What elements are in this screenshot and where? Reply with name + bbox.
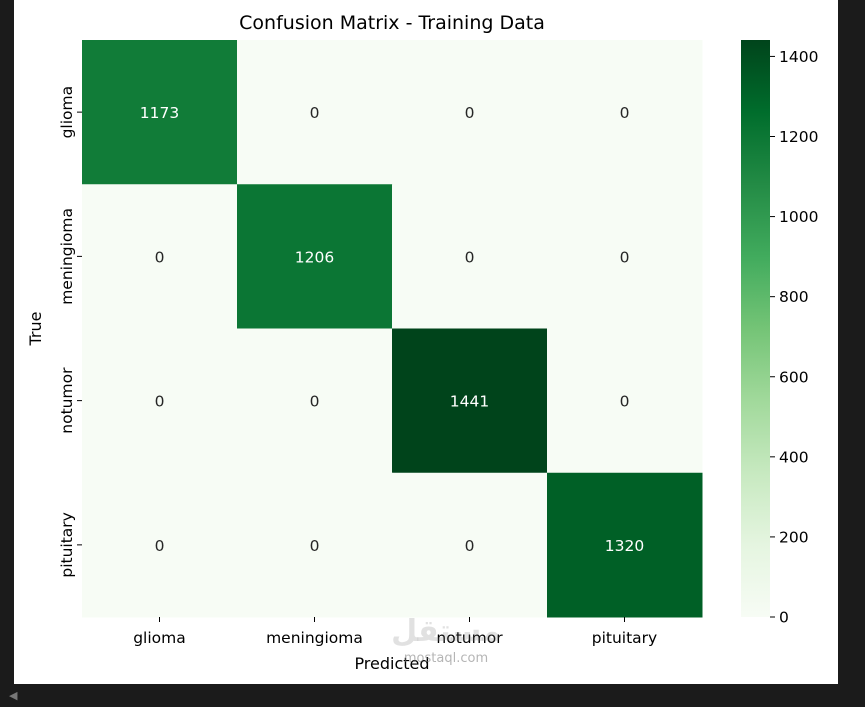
heatmap-cell: [82, 184, 238, 329]
y-tick-label: glioma: [58, 86, 76, 139]
heatmap-cell: [82, 40, 238, 185]
heatmap-cell: [392, 184, 548, 329]
colorbar-tick-label: 400: [779, 448, 809, 466]
cell-value-label: 0: [465, 248, 475, 266]
colorbar-tick-label: 1000: [779, 208, 818, 226]
chart-title: Confusion Matrix - Training Data: [239, 12, 545, 34]
x-tick-label: glioma: [133, 629, 186, 647]
heatmap-cell: [547, 328, 703, 474]
cell-value-label: 1320: [605, 537, 644, 555]
y-tick-label: notumor: [58, 367, 76, 434]
heatmap-cell: [547, 472, 703, 618]
colorbar: [741, 40, 770, 617]
cell-value-label: 1173: [140, 104, 179, 122]
heatmap-cell: [237, 40, 393, 185]
cell-value-label: 0: [310, 393, 320, 411]
heatmap-cell: [547, 184, 703, 329]
colorbar-tick-label: 0: [779, 609, 789, 627]
heatmap-cell: [392, 472, 548, 618]
colorbar-tick-label: 800: [779, 288, 809, 306]
heatmap-cell: [82, 472, 238, 618]
heatmap-cell: [547, 40, 703, 185]
x-tick-label: meningioma: [266, 629, 363, 647]
colorbar-tick-label: 600: [779, 368, 809, 386]
heatmap-cell: [392, 40, 548, 185]
cell-value-label: 0: [155, 393, 165, 411]
cell-value-label: 0: [465, 104, 475, 122]
figure: Confusion Matrix - Training Data 1173 0 0 0 0…: [14, 0, 838, 684]
cell-value-label: 0: [155, 537, 165, 555]
cell-value-label: 1441: [450, 393, 489, 411]
heatmap-cell: [82, 328, 238, 474]
cell-value-label: 0: [620, 248, 630, 266]
cell-value-label: 1206: [295, 248, 334, 266]
y-axis-label: True: [26, 312, 45, 347]
colorbar-tick-label: 1200: [779, 128, 818, 146]
heatmap-cell: [237, 184, 393, 329]
cell-value-label: 0: [310, 537, 320, 555]
cell-value-label: 0: [310, 104, 320, 122]
x-axis-label: Predicted: [354, 654, 429, 673]
heatmap-cell: [237, 472, 393, 618]
x-tick-label: notumor: [436, 629, 503, 647]
cell-value-label: 0: [620, 393, 630, 411]
heatmap-cell: [237, 328, 393, 474]
colorbar-tick-label: 200: [779, 528, 809, 546]
cell-value-label: 0: [620, 104, 630, 122]
left-arrow-icon[interactable]: ◀: [9, 689, 18, 702]
heatmap-cell: [392, 328, 548, 474]
x-tick-label: pituitary: [592, 629, 657, 647]
cell-value-label: 0: [465, 537, 475, 555]
y-tick-label: pituitary: [58, 512, 76, 577]
cell-value-label: 0: [155, 248, 165, 266]
colorbar-tick-label: 1400: [779, 48, 818, 66]
confusion-matrix-chart: Confusion Matrix - Training Data 1173 0 0 0 0…: [26, 12, 818, 673]
y-tick-label: meningioma: [58, 208, 76, 305]
